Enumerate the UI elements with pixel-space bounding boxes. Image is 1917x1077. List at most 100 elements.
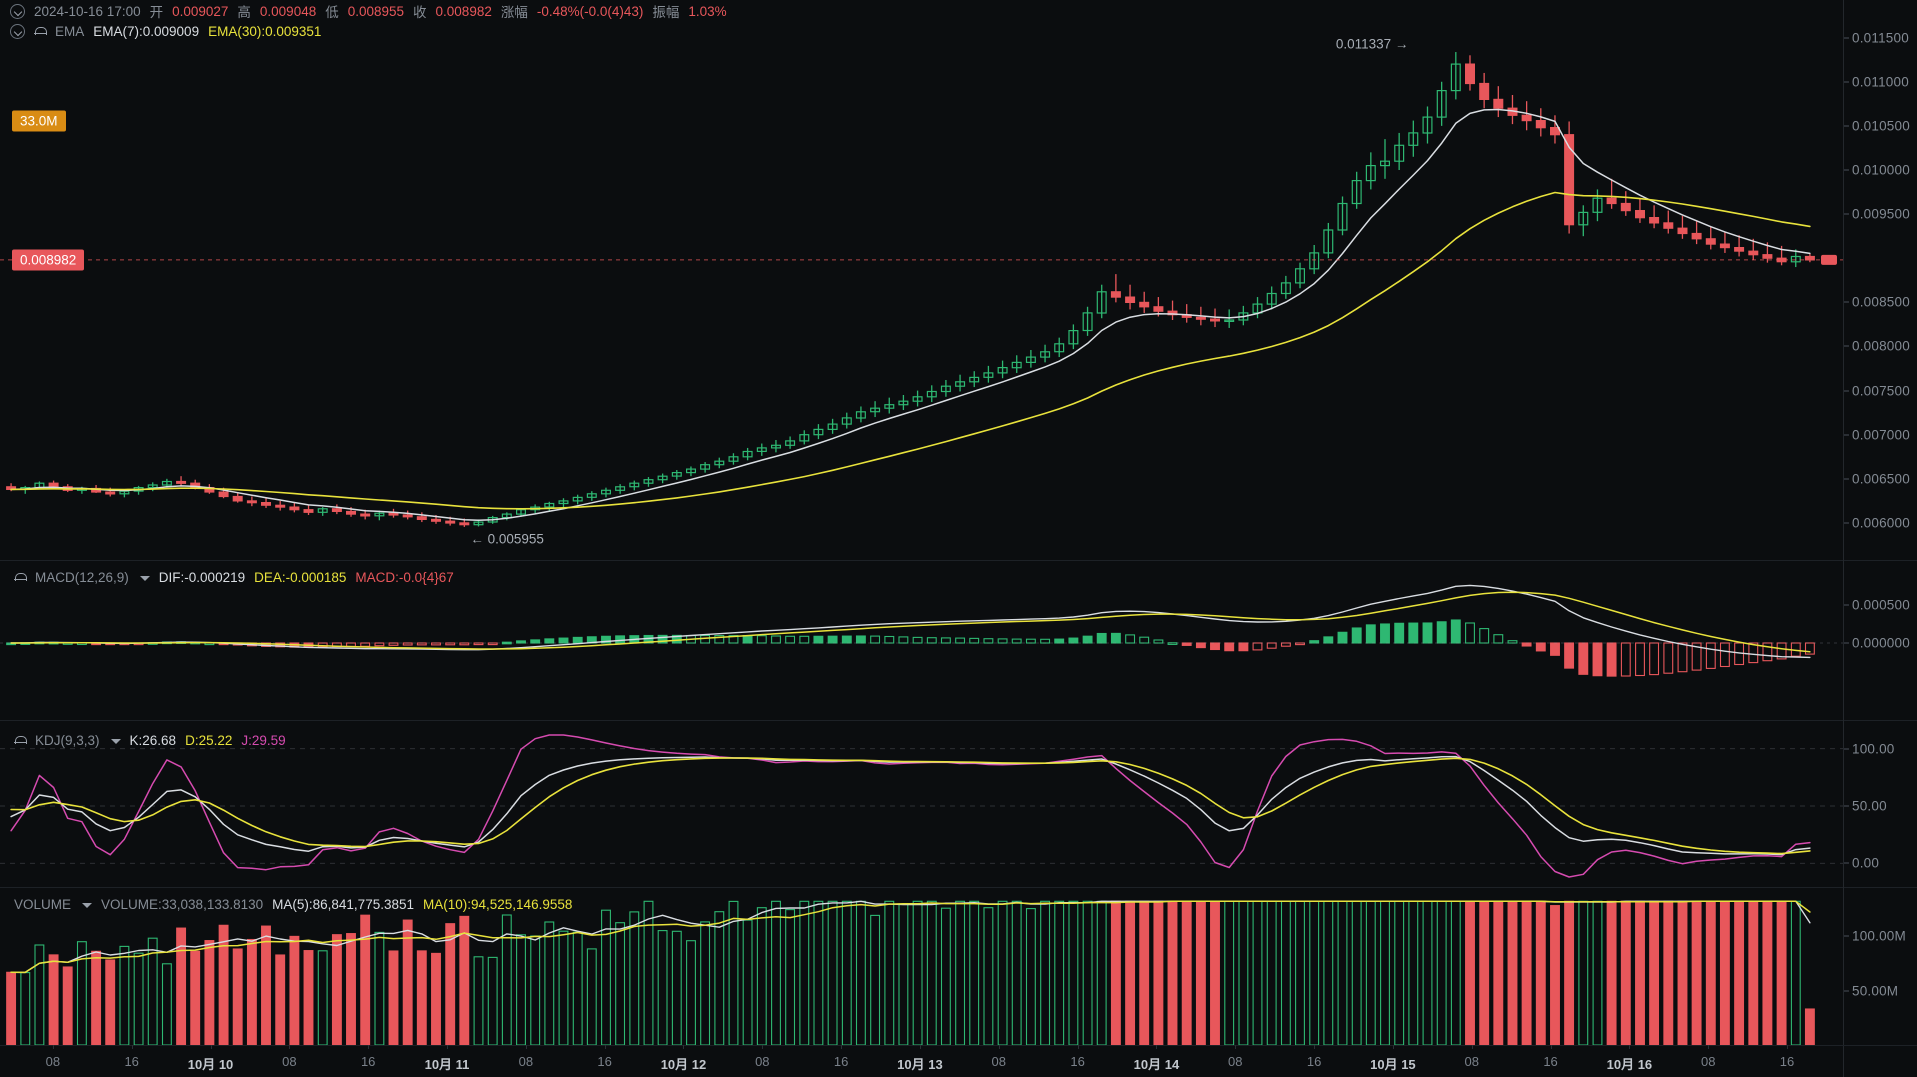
volume-axis-label: 50.00M [1852, 983, 1899, 999]
kdj-legend-row: KDJ(9,3,3) K:26.68 D:25.22 J:29.59 [14, 731, 295, 749]
price-axis-tick [1843, 301, 1849, 303]
price-axis-label: 0.006000 [1852, 515, 1910, 531]
macd-legend-row: MACD(12,26,9) DIF:-0.000219 DEA:-0.00018… [14, 568, 463, 586]
axis-separator-line [1843, 0, 1844, 1077]
price-candlestick-svg [0, 52, 1843, 527]
time-axis-tick [447, 1045, 448, 1049]
time-axis-tick [289, 1045, 291, 1049]
time-axis-label: 08 [518, 1054, 534, 1069]
macd-axis-label: 0.000000 [1852, 635, 1910, 651]
macd-chart-panel[interactable] [0, 561, 1843, 720]
high-value: 0.009048 [259, 3, 317, 19]
time-axis-divider [0, 1045, 1917, 1046]
price-chart-panel[interactable] [0, 0, 1843, 560]
time-axis-tick [368, 1045, 370, 1049]
low-label: 低 [325, 5, 339, 20]
time-axis-tick [1156, 1045, 1158, 1049]
kdj-axis-tick [1843, 805, 1849, 807]
time-axis-tick [1392, 1045, 1394, 1049]
time-axis-tick [1629, 1045, 1631, 1049]
price-axis-label: 0.011000 [1852, 74, 1909, 90]
kdj-chart-panel[interactable] [0, 721, 1843, 887]
kdj-axis-tick [1843, 862, 1849, 864]
kdj-axis-label: 100.00 [1852, 741, 1895, 757]
time-axis-label: 10月 12 [660, 1057, 707, 1072]
kdj-j-value: J:29.59 [241, 732, 286, 748]
chevron-down-circle-icon[interactable] [10, 3, 25, 19]
time-axis-tick [525, 1045, 527, 1049]
kdj-axis: 100.00 50.00 0.00 [1843, 721, 1917, 887]
price-axis-label: 0.008000 [1852, 338, 1910, 354]
current-volume-badge: 33.0M [12, 110, 66, 132]
macd-axis-tick [1843, 642, 1849, 644]
time-axis-tick [998, 1045, 1000, 1049]
price-axis-label: 0.008500 [1852, 294, 1910, 310]
volume-legend-row: VOLUME VOLUME:33,038,133.8130 MA(5):86,8… [14, 895, 581, 913]
macd-dea-value: DEA:-0.000185 [254, 569, 347, 585]
time-axis-label: 10月 10 [187, 1057, 234, 1072]
time-axis-label: 10月 11 [424, 1057, 470, 1072]
time-axis-label: 08 [1464, 1054, 1479, 1069]
time-axis[interactable]: 08 16 10月 10 08 16 10月 11 08 16 10月 12 08 16 10月 13… [0, 1045, 1917, 1077]
time-axis-label: 16 [597, 1054, 612, 1069]
time-axis-label: 10月 16 [1606, 1057, 1653, 1072]
low-value: 0.008955 [347, 3, 405, 19]
time-axis-tick [1708, 1045, 1710, 1049]
caret-down-icon[interactable] [82, 902, 93, 908]
price-axis-label: 0.011500 [1852, 30, 1909, 46]
time-axis-tick [210, 1045, 212, 1049]
time-axis-tick [1787, 1045, 1789, 1049]
ohlc-datetime: 2024-10-16 17:00 [34, 3, 141, 19]
period-low-annotation: ← 0.005955 [470, 531, 544, 547]
caret-down-icon[interactable] [139, 575, 150, 581]
high-label: 高 [237, 5, 251, 20]
bell-icon[interactable] [14, 734, 27, 747]
bell-icon[interactable] [14, 571, 27, 584]
macd-svg [0, 584, 1843, 677]
price-axis-label: 0.010500 [1852, 118, 1910, 134]
time-axis-tick [1550, 1045, 1552, 1049]
macd-axis-label: 0.000500 [1852, 597, 1910, 613]
time-axis-label: 10月 13 [897, 1057, 943, 1072]
time-axis-tick [919, 1045, 921, 1049]
time-axis-label: 16 [1070, 1054, 1085, 1069]
volume-ma10-value: MA(10):94,525,146.9558 [423, 896, 573, 912]
time-axis-label: 08 [1700, 1054, 1716, 1069]
close-value: 0.008982 [435, 3, 492, 19]
time-axis-label: 08 [991, 1054, 1007, 1069]
price-axis-tick [1843, 37, 1849, 39]
time-axis-label: 08 [755, 1054, 770, 1069]
chevron-down-circle-icon[interactable] [10, 23, 25, 39]
volume-title[interactable]: VOLUME [14, 896, 72, 912]
price-axis-tick [1843, 169, 1849, 171]
price-axis-label: 0.007500 [1852, 383, 1910, 399]
ema-legend-row: EMA EMA(7):0.009009 EMA(30):0.009351 [10, 22, 330, 40]
time-axis-label: 16 [124, 1054, 139, 1069]
price-axis-tick [1843, 345, 1849, 347]
time-axis-label: 16 [833, 1054, 849, 1069]
kdj-title[interactable]: KDJ(9,3,3) [35, 732, 100, 748]
change-value: -0.48%(-0.0(4)43) [536, 3, 644, 19]
price-axis-tick [1843, 434, 1849, 436]
macd-title[interactable]: MACD(12,26,9) [35, 569, 129, 585]
time-axis-label: 16 [1543, 1054, 1558, 1069]
panel-divider [0, 887, 1917, 888]
close-label: 收 [413, 5, 427, 20]
kdj-axis-tick [1843, 748, 1849, 750]
volume-chart-panel[interactable] [0, 888, 1843, 1045]
ema30-value: EMA(30):0.009351 [208, 23, 322, 39]
price-axis-label: 0.007000 [1852, 427, 1910, 443]
price-axis-tick [1843, 390, 1849, 392]
open-value: 0.009027 [172, 3, 229, 19]
panel-divider [0, 560, 1917, 561]
time-axis-tick [604, 1045, 606, 1049]
time-axis-tick [1235, 1045, 1237, 1049]
macd-hist-value: MACD:-0.0{4}67 [355, 569, 454, 585]
time-axis-tick [762, 1045, 764, 1049]
bell-icon[interactable] [34, 25, 47, 38]
volume-axis-tick [1843, 990, 1849, 992]
macd-dif-value: DIF:-0.000219 [158, 569, 246, 585]
caret-down-icon[interactable] [110, 738, 121, 744]
time-axis-tick [131, 1045, 133, 1049]
price-axis[interactable]: 0.011500 0.011000 0.010500 0.010000 0.009500… [1843, 0, 1917, 560]
